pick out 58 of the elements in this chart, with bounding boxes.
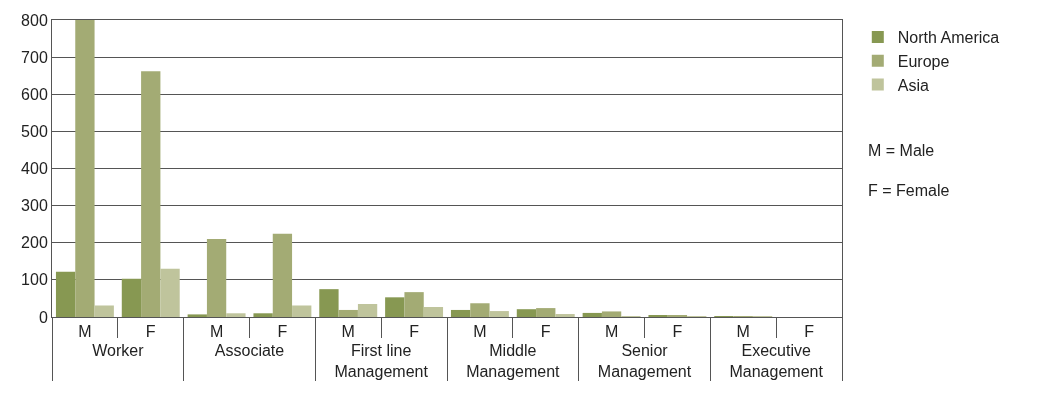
bar [601, 311, 622, 317]
bar [141, 71, 161, 317]
bar [292, 305, 312, 317]
bar [450, 309, 471, 317]
bar [319, 289, 339, 317]
x-tick-label: M [473, 323, 487, 341]
x-tick-label: F [145, 323, 156, 341]
x-tick-label: F [672, 323, 683, 341]
bar [404, 292, 424, 317]
bar [226, 313, 246, 317]
x-tick-label: M [341, 323, 355, 341]
x-tick-label: M [736, 323, 750, 341]
bar [582, 312, 602, 317]
text: Associate [214, 342, 285, 360]
bar [75, 20, 95, 317]
x-tick-label: F [409, 323, 420, 341]
bar [470, 303, 490, 317]
bar [187, 314, 207, 317]
y-tick-label: 0 [38, 308, 48, 326]
x-tick-label: F [540, 323, 551, 341]
y-tick-label: 500 [21, 122, 48, 140]
bar [94, 305, 114, 317]
x-tick-label: F [277, 323, 288, 341]
x-tick-label: M [78, 323, 92, 341]
y-tick-label: 100 [21, 271, 48, 289]
text: First line Management [334, 342, 429, 380]
y-tick-label: 400 [21, 160, 48, 178]
bar [253, 313, 273, 317]
x-tick-label: M [209, 323, 224, 341]
bar [555, 314, 575, 317]
text: Senior Management [597, 342, 692, 380]
text: M = Male [868, 142, 935, 159]
bar [121, 278, 142, 317]
bar [160, 268, 180, 317]
y-tick-label: 800 [21, 11, 48, 29]
bar [338, 309, 358, 317]
bar [206, 239, 227, 317]
bar [55, 271, 76, 317]
bar [489, 311, 509, 317]
y-tick-label: 200 [21, 234, 48, 252]
bar [385, 297, 405, 317]
legend-label: Asia [897, 76, 930, 94]
y-tick-label: 700 [21, 48, 48, 66]
bar [272, 233, 293, 317]
bar [423, 306, 444, 317]
bar [357, 304, 378, 317]
text: F = Female [868, 182, 950, 199]
y-tick-label: 300 [21, 197, 48, 215]
legend-label: Europe [897, 52, 950, 70]
legend-label: North America [897, 29, 1000, 47]
x-tick-label: F [804, 323, 815, 341]
bar [536, 308, 556, 317]
bar [516, 309, 537, 317]
text: Middle Management [466, 342, 561, 380]
x-tick-label: M [604, 323, 619, 341]
text: Worker [92, 342, 145, 360]
text: Executive Management [729, 342, 824, 380]
y-tick-label: 600 [21, 85, 48, 103]
